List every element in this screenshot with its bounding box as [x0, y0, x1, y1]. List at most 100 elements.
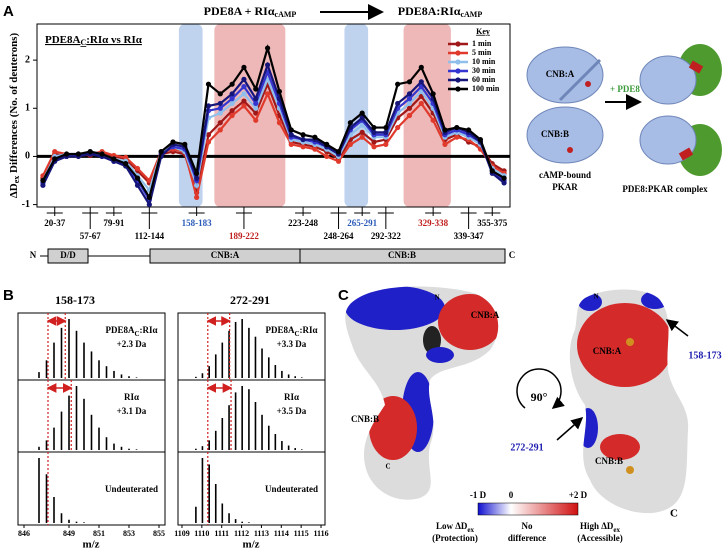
y-tick-label: -1	[22, 199, 30, 210]
x-tick-label: 1113	[254, 529, 269, 538]
spectrum-label: PDE8AC:RIα	[105, 325, 157, 338]
structure-right: CNB:A CNB:B N C	[569, 289, 689, 520]
series-line	[41, 44, 505, 201]
data-point	[276, 88, 283, 95]
cnb-a-shape	[639, 55, 697, 105]
plot-frame	[36, 23, 511, 208]
x-tick-label: 339-347	[454, 231, 484, 241]
data-point	[288, 132, 294, 138]
y-axis-sub: ex	[12, 176, 21, 184]
domain-label: CNB:A	[211, 250, 240, 260]
scale-sub: ex	[467, 526, 474, 534]
shift-label: +2.3 Da	[117, 339, 147, 349]
ligand	[626, 466, 634, 474]
data-point	[406, 96, 413, 102]
pocket	[678, 147, 694, 161]
data-point	[241, 76, 247, 82]
data-point	[300, 136, 306, 143]
data-point	[241, 98, 247, 104]
spectrum: Undeuterated 1109 1110 1111 1112 1113 1114 1115…	[174, 451, 329, 538]
x-tick-label: 20-37	[44, 218, 65, 228]
data-point	[134, 182, 141, 188]
data-point	[75, 151, 81, 157]
data-point	[406, 91, 413, 97]
domain-label: CNB:B	[541, 129, 569, 139]
y-tick-label: 2	[25, 54, 30, 65]
data-point	[134, 175, 141, 181]
data-point	[229, 108, 235, 114]
label-sub: C	[134, 330, 139, 338]
x-tick-label: 1112	[234, 529, 249, 538]
data-point	[406, 112, 413, 119]
data-point	[134, 165, 141, 172]
data-point	[501, 180, 507, 186]
data-point	[406, 100, 413, 107]
data-point	[241, 103, 247, 109]
reaction-right: PDE8A:RIαcAMP	[398, 4, 483, 19]
callout-arrow	[665, 319, 689, 337]
scale-note: No	[522, 521, 533, 531]
legend-dot	[455, 41, 461, 47]
data-point	[205, 81, 212, 87]
panel-letter: A	[3, 3, 14, 20]
data-point	[52, 156, 58, 162]
legend-dot	[455, 86, 461, 92]
data-point	[253, 100, 259, 107]
structure-label: CNB:A	[471, 310, 500, 320]
data-point	[312, 146, 318, 152]
data-point	[359, 115, 365, 121]
spectrum-label: RIα	[124, 392, 139, 402]
rotation-label: 90°	[531, 390, 548, 404]
terminus: N	[593, 293, 598, 301]
data-point	[194, 175, 200, 181]
caption: PDE8:PKAR complex	[622, 184, 708, 194]
reaction-left: PDE8A + RIαcAMP	[204, 4, 297, 19]
terminus: C	[670, 508, 678, 520]
data-point	[466, 127, 472, 133]
data-point	[123, 154, 129, 160]
cnb-a-shape	[526, 46, 604, 104]
x-tick-label: 265-291	[347, 218, 377, 228]
callout-label: 272-291	[510, 442, 543, 453]
spectrum: RIα +3.5 Da	[177, 379, 326, 453]
data-point	[170, 139, 176, 145]
terminus: N	[434, 294, 439, 302]
data-point	[229, 112, 235, 119]
terminus: C	[385, 463, 390, 471]
spectrum: PDE8AC:RIα+2.3 Da	[17, 312, 166, 381]
data-point	[194, 170, 200, 176]
domain	[47, 248, 89, 264]
x-axis-label: m/z	[242, 539, 259, 550]
terminus: N	[30, 250, 37, 260]
data-point	[253, 96, 259, 102]
data-point	[229, 91, 235, 97]
data-point	[63, 151, 70, 157]
rotation-arrow	[516, 368, 565, 409]
surface-patch	[641, 291, 669, 309]
data-point	[146, 194, 152, 200]
data-point	[111, 156, 117, 162]
label-text: Undeuterated	[265, 484, 318, 494]
x-tick-label: 1115	[294, 529, 309, 538]
spectrum-frame	[177, 451, 326, 526]
colorbar-label: +2 D	[569, 490, 588, 500]
data-point	[182, 141, 188, 147]
highlight-band	[344, 24, 369, 207]
data-point	[217, 110, 223, 116]
label-text: RIα	[284, 392, 299, 402]
series-line	[41, 69, 505, 203]
series-line	[41, 76, 505, 193]
x-tick-label: 1111	[214, 529, 229, 538]
data-point	[253, 117, 259, 123]
surface-patch	[369, 396, 417, 460]
shift-label: +3.5 Da	[277, 406, 307, 416]
addition-label: + PDE8	[610, 84, 640, 94]
data-point	[442, 141, 448, 147]
surface-patch	[345, 286, 445, 330]
terminus: C	[509, 250, 516, 260]
domain-bar: N D/D CNB:A CNB:B C	[30, 248, 516, 264]
surface-patch	[600, 434, 640, 460]
surface-patch	[577, 303, 673, 387]
x-tick-label: 329-338	[418, 218, 448, 228]
